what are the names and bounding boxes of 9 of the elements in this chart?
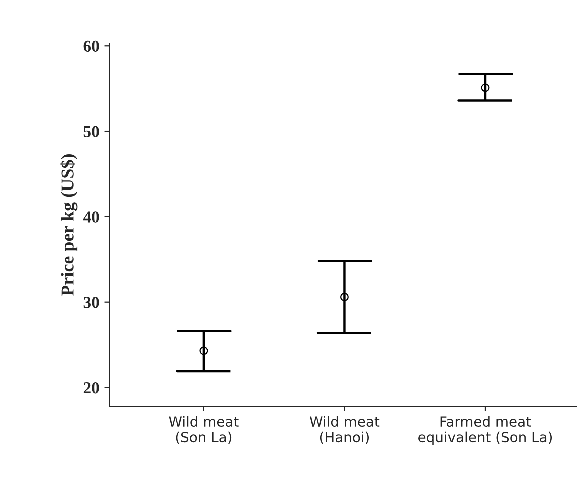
x-tick-label: Wild meat (Hanoi) [310,416,380,444]
y-tick-label: 40 [83,212,100,223]
y-axis-title: Price per kg (US$) [60,154,78,296]
x-tick-label: Farmed meat equivalent (Son La) [418,416,552,446]
y-tick-label: 30 [84,297,100,308]
y-tick-label: 50 [84,126,100,138]
y-tick-label: 20 [84,382,100,394]
y-tick-label: 60 [84,40,100,52]
x-tick-label: Wild meat (Son La) [169,416,239,444]
